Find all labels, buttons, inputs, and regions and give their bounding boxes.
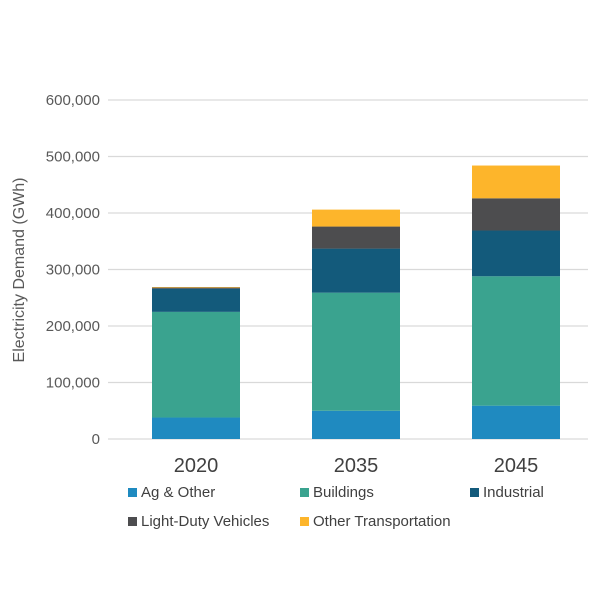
legend-label: Other Transportation bbox=[313, 513, 451, 530]
legend-label: Industrial bbox=[483, 484, 544, 501]
y-tick-label: 0 bbox=[92, 431, 100, 448]
y-axis-title: Electricity Demand (GWh) bbox=[11, 178, 28, 363]
legend-swatch-icon bbox=[128, 517, 137, 526]
bar-segment-other-transportation-2035 bbox=[312, 209, 400, 227]
legend-item: Ag & Other bbox=[128, 484, 215, 501]
legend-label: Buildings bbox=[313, 484, 374, 501]
legend-swatch-icon bbox=[300, 488, 309, 497]
bar-segment-other-transportation-2020 bbox=[152, 287, 240, 288]
x-category-label: 2035 bbox=[334, 455, 379, 477]
legend-label: Ag & Other bbox=[141, 484, 216, 501]
legend-item: Buildings bbox=[300, 484, 374, 501]
legend-item: Light-Duty Vehicles bbox=[128, 513, 269, 530]
x-axis-category-labels: 2020 2035 2045 bbox=[174, 455, 539, 477]
bar-segment-light-duty-vehicles-2045 bbox=[472, 198, 560, 231]
legend-swatch-icon bbox=[300, 517, 309, 526]
y-tick-label: 400,000 bbox=[46, 205, 100, 222]
bar-segment-industrial-2020 bbox=[152, 288, 240, 312]
legend-swatch-icon bbox=[470, 488, 479, 497]
bars bbox=[152, 165, 560, 439]
bar-segment-industrial-2035 bbox=[312, 248, 400, 293]
x-category-label: 2045 bbox=[494, 455, 539, 477]
bar-segment-industrial-2045 bbox=[472, 230, 560, 277]
bar-segment-other-transportation-2045 bbox=[472, 165, 560, 199]
bar-segment-buildings-2020 bbox=[152, 311, 240, 418]
y-tick-label: 100,000 bbox=[46, 375, 100, 392]
y-tick-label: 600,000 bbox=[46, 92, 100, 109]
bar-segment-light-duty-vehicles-2020 bbox=[152, 287, 240, 289]
legend-label: Light-Duty Vehicles bbox=[141, 513, 270, 530]
legend-item: Industrial bbox=[470, 484, 544, 501]
y-axis-tick-labels: 0 100,000 200,000 300,000 400,000 500,000 600,… bbox=[46, 92, 100, 448]
bar-segment-ag-other-2045 bbox=[472, 405, 560, 439]
bar-segment-light-duty-vehicles-2035 bbox=[312, 226, 400, 249]
legend-item: Other Transportation bbox=[300, 513, 451, 530]
x-category-label: 2020 bbox=[174, 455, 219, 477]
bar-segment-ag-other-2035 bbox=[312, 410, 400, 439]
y-tick-label: 200,000 bbox=[46, 318, 100, 335]
bar-segment-buildings-2045 bbox=[472, 276, 560, 406]
y-tick-label: 300,000 bbox=[46, 262, 100, 279]
legend-swatch-icon bbox=[128, 488, 137, 497]
bar-segment-ag-other-2020 bbox=[152, 417, 240, 439]
y-tick-label: 500,000 bbox=[46, 149, 100, 166]
bar-segment-buildings-2035 bbox=[312, 292, 400, 411]
